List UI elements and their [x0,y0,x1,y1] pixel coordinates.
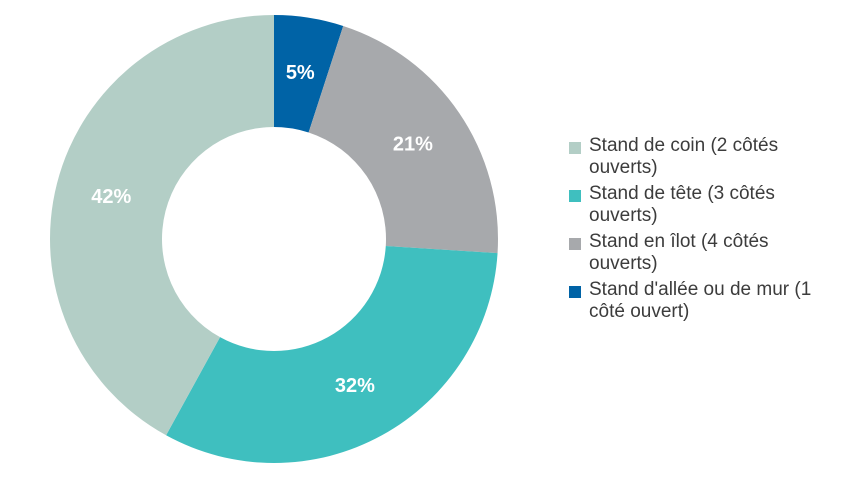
legend-item-stand-allee-ou-mur: Stand d'allée ou de mur (1 côté ouvert) [569,279,849,323]
chart-legend: Stand de coin (2 côtés ouverts) Stand de… [569,135,849,327]
legend-label: Stand en îlot (4 côtés ouverts) [589,231,769,274]
donut-slice-0 [274,15,344,133]
legend-item-stand-de-tete: Stand de tête (3 côtés ouverts) [569,183,849,227]
slice-value-label-3: 42% [91,186,131,208]
legend-item-stand-de-coin: Stand de coin (2 côtés ouverts) [569,135,849,179]
legend-swatch [569,190,581,202]
donut-slice-labels: 5% 21% 32% 42% [91,62,433,397]
legend-swatch [569,238,581,250]
legend-label: Stand de tête (3 côtés ouverts) [589,183,775,226]
donut-slice-3 [49,15,274,436]
legend-label: Stand de coin (2 côtés ouverts) [589,135,779,178]
legend-label: Stand d'allée ou de mur (1 côté ouvert) [589,279,812,322]
slice-value-label-0: 5% [286,62,315,84]
legend-swatch [569,286,581,298]
donut-slices [49,15,499,463]
legend-swatch [569,142,581,154]
donut-slice-1 [308,25,499,254]
slice-value-label-2: 32% [335,375,375,397]
donut-slice-2 [166,246,498,463]
slice-value-label-1: 21% [393,134,433,156]
legend-item-stand-en-ilot: Stand en îlot (4 côtés ouverts) [569,231,849,275]
